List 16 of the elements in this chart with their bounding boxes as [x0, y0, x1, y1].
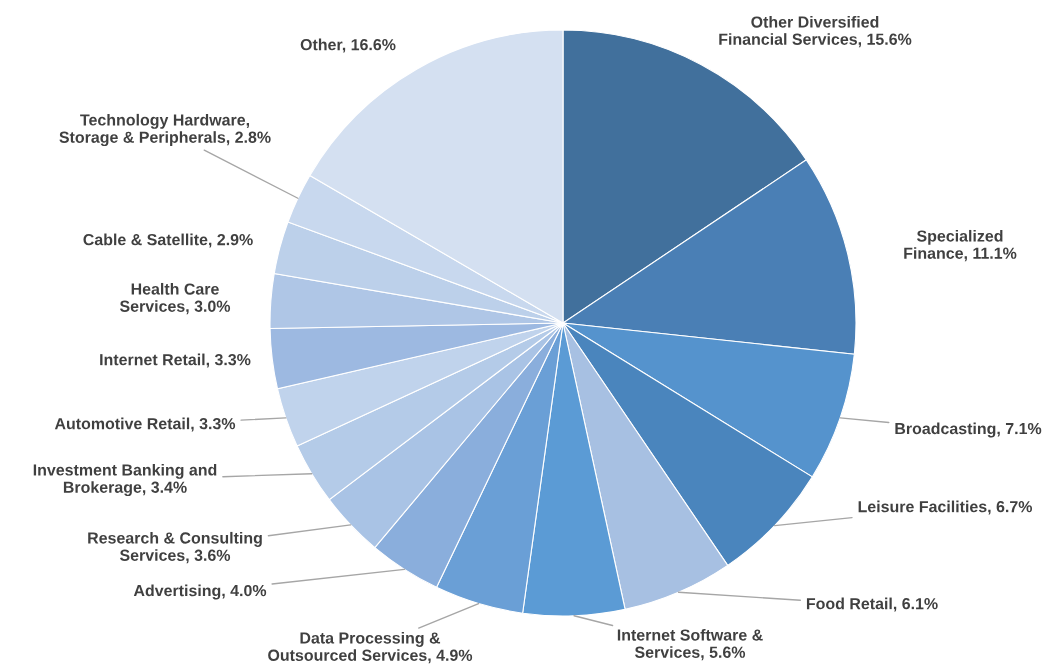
- slice-label: Leisure Facilities, 6.7%: [858, 500, 1033, 515]
- slice-label: Broadcasting, 7.1%: [895, 422, 1042, 438]
- slice-label: Internet Software & Services, 5.6%: [617, 628, 763, 661]
- slice-label: Food Retail, 6.1%: [806, 597, 938, 612]
- slice-label: Other, 16.6%: [300, 38, 396, 53]
- slice-label: Technology Hardware, Storage & Peripherals, 2.8%: [59, 113, 271, 147]
- slice-label: Specialized Finance, 11.1%: [904, 229, 1017, 262]
- slice-label: Investment Banking and Brokerage, 3.4%: [33, 463, 217, 497]
- slice-label: Research & Consulting Services, 3.6%: [88, 531, 262, 564]
- slice-label: Cable & Satellite, 2.9%: [83, 233, 253, 248]
- slice-label: Data Processing & Outsourced Services, 4.9%: [268, 631, 473, 664]
- slice-label: Health Care Services, 3.0%: [119, 282, 231, 315]
- slice-label: Other Diversified Financial Services, 15.6%: [719, 15, 912, 48]
- slice-label: Automotive Retail, 3.3%: [54, 417, 236, 432]
- slice-label: Internet Retail, 3.3%: [100, 353, 251, 368]
- slice-label: Advertising, 4.0%: [133, 584, 267, 600]
